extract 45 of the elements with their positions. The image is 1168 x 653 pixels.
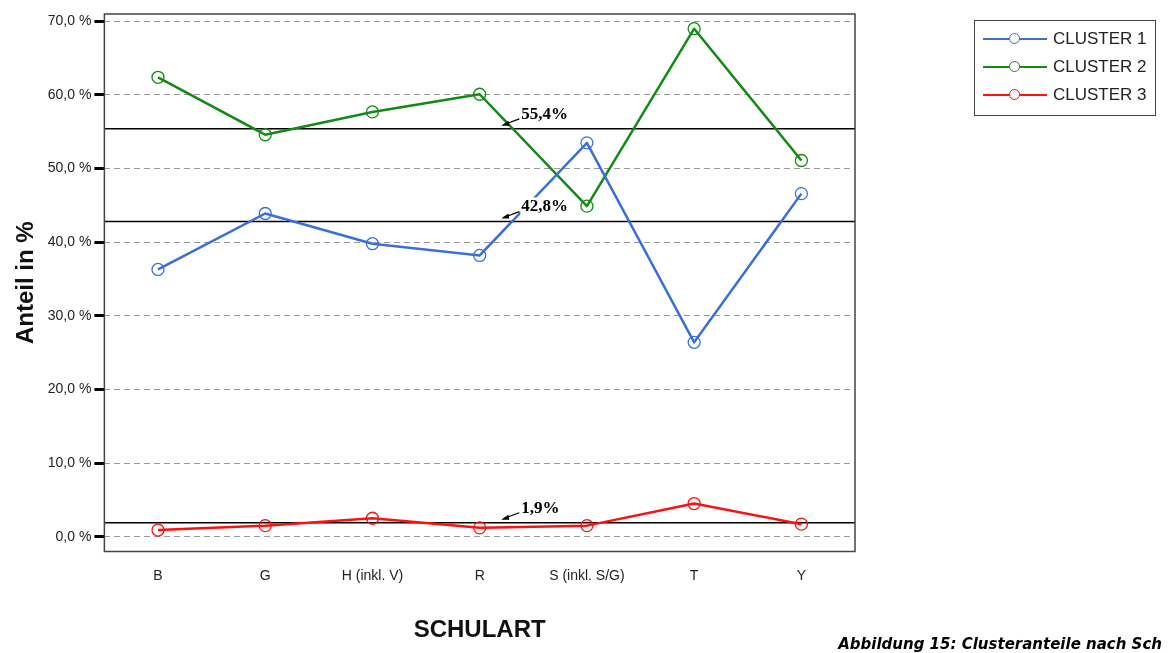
point <box>365 105 380 119</box>
point <box>473 521 487 535</box>
y-tick-label: 50,0 % <box>47 159 92 176</box>
point <box>258 518 272 533</box>
y-axis-title: Anteil in % <box>11 221 39 345</box>
y-tick-label: 0,0 % <box>55 527 92 544</box>
y-tick-label: 10,0 % <box>47 453 92 470</box>
y-tick-label: 60,0 % <box>47 85 92 102</box>
x-tick-label: R <box>474 566 485 583</box>
point <box>258 128 272 142</box>
point <box>580 199 594 213</box>
point <box>365 511 380 525</box>
legend-label: CLUSTER 1 <box>1053 29 1147 49</box>
point <box>365 237 380 251</box>
point <box>794 517 809 531</box>
legend-label: CLUSTER 3 <box>1053 85 1147 105</box>
point <box>580 136 594 150</box>
point <box>473 87 487 101</box>
x-tick-label: B <box>153 566 163 583</box>
legend-label: 1,9% <box>521 497 560 517</box>
point <box>687 496 701 511</box>
x-tick-label: T <box>689 566 699 583</box>
x-tick-label: Y <box>796 566 807 583</box>
point <box>151 262 165 277</box>
point <box>151 523 165 537</box>
y-tick-label: 30,0 % <box>47 306 92 323</box>
point <box>794 186 809 201</box>
x-tick-label: S (inkl. S/G) <box>549 566 625 583</box>
y-tick-label: 70,0 % <box>47 12 92 29</box>
x-tick-label: H (inkl. V) <box>341 566 404 583</box>
y-tick-label: 40,0 % <box>47 233 92 250</box>
point <box>151 70 165 84</box>
x-axis-title: SCHULART <box>413 615 547 643</box>
legend-label: CLUSTER 2 <box>1053 57 1147 77</box>
text: Abbildung 15: Clusteranteile nach Sch <box>838 635 1162 653</box>
x-tick-label: G <box>259 566 271 583</box>
point <box>473 248 487 263</box>
y-tick-label: 20,0 % <box>47 380 92 397</box>
point <box>687 335 701 349</box>
point <box>580 518 594 533</box>
point <box>794 153 809 168</box>
legend-label: 55,4% <box>521 103 569 123</box>
point <box>687 22 701 36</box>
legend-label: 42,8% <box>521 196 569 216</box>
point <box>258 206 272 221</box>
